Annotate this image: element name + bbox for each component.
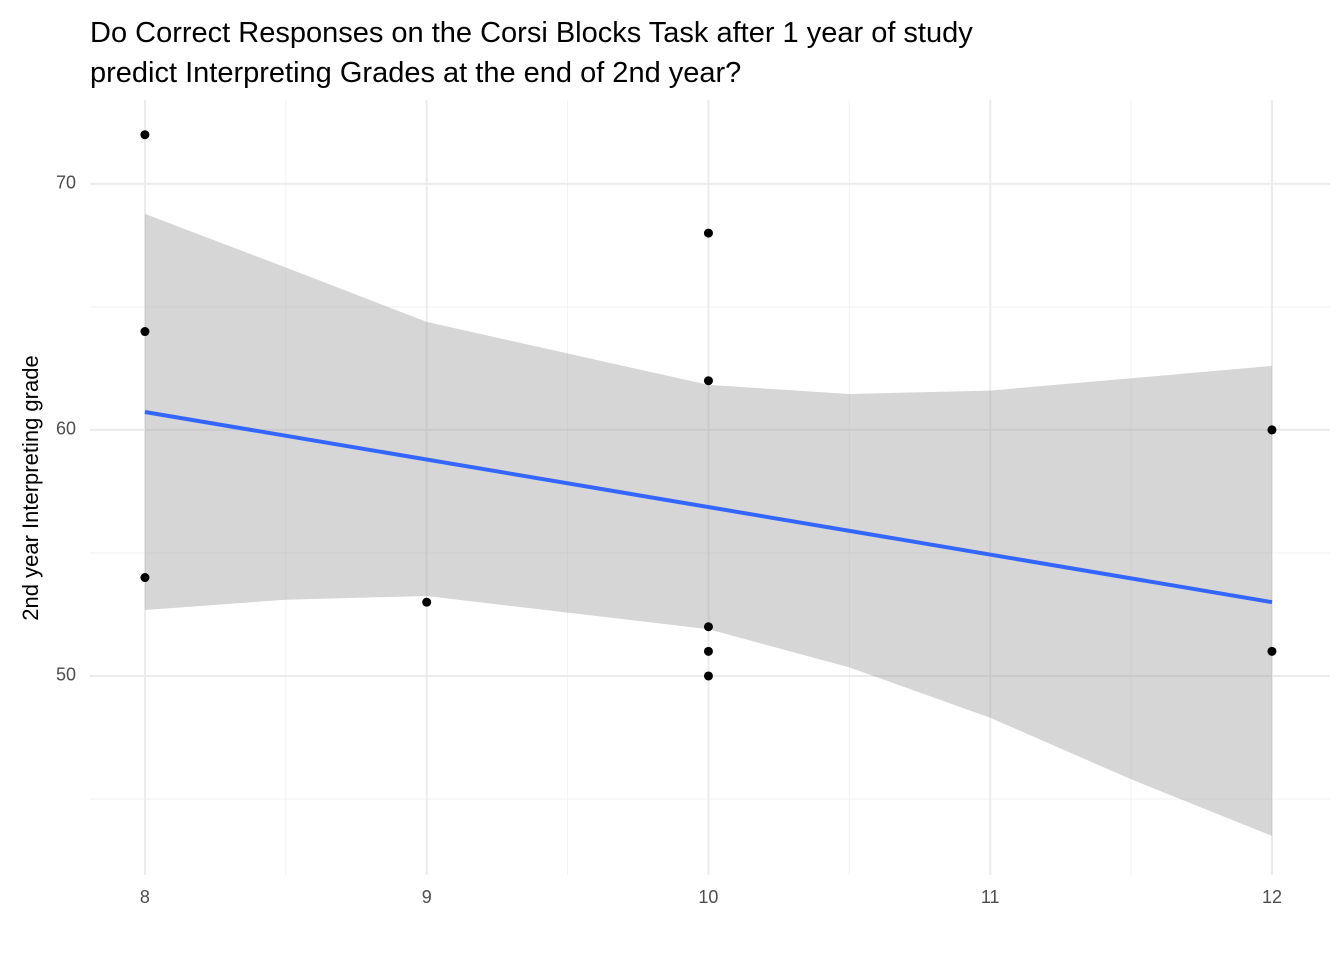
- confidence-band: [144, 213, 1272, 836]
- point: [140, 130, 150, 140]
- y-tick-label: 50: [56, 665, 76, 685]
- point: [422, 597, 432, 607]
- point: [1267, 425, 1277, 435]
- point: [703, 376, 713, 386]
- point: [703, 622, 713, 632]
- x-tick-label: 11: [981, 887, 1000, 907]
- point: [703, 646, 713, 656]
- point: [1267, 646, 1277, 656]
- point: [140, 327, 150, 337]
- chart-title: predict Interpreting Grades at the end o…: [90, 57, 741, 89]
- y-tick-label: 60: [56, 419, 76, 439]
- regression-line: [144, 409, 1273, 605]
- x-tick-label: 10: [698, 887, 718, 907]
- point: [703, 228, 713, 238]
- x-tick-label: 8: [140, 887, 150, 907]
- y-tick-label: 70: [56, 173, 76, 193]
- point: [140, 573, 150, 583]
- point: [703, 671, 713, 681]
- x-tick-label: 12: [1262, 887, 1282, 907]
- chart-title: Do Correct Responses on the Corsi Blocks…: [90, 17, 973, 49]
- y-axis-label: 2nd year Interpreting grade: [18, 355, 43, 620]
- x-tick-label: 9: [422, 887, 432, 907]
